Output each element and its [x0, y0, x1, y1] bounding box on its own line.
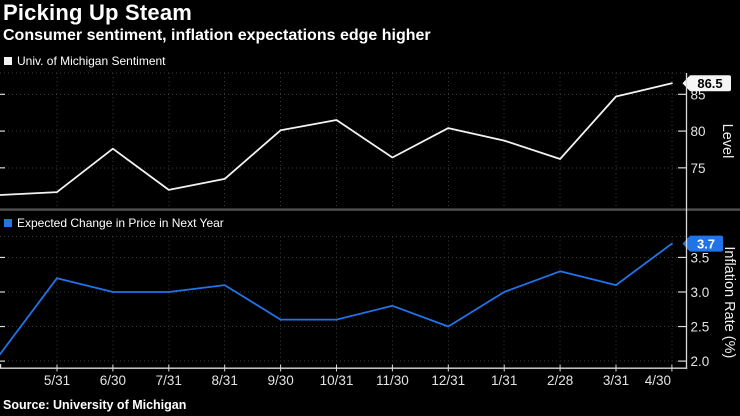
- legend-inflation: Expected Change in Price in Next Year: [4, 216, 224, 230]
- x-tick-label: 3/31: [603, 373, 629, 388]
- x-tick-label: 6/30: [100, 373, 126, 388]
- x-tick-label: 9/30: [267, 373, 293, 388]
- source-credit: Source: University of Michigan: [3, 398, 187, 412]
- sentiment-series-line: [0, 82, 673, 196]
- last-value-badge-inflation: [689, 235, 723, 252]
- x-tick-label: 12/31: [431, 373, 465, 388]
- last-value-badge-pointer: [682, 76, 689, 91]
- legend-swatch-sentiment-icon: [4, 57, 12, 65]
- last-value-badge-pointer: [682, 236, 689, 251]
- legend-label-inflation: Expected Change in Price in Next Year: [17, 216, 224, 230]
- axis-title-inflation: Inflation Rate (%): [721, 246, 737, 358]
- x-tick-label: 11/30: [376, 373, 409, 388]
- panel-divider: [0, 208, 740, 211]
- x-tick-label: 2/28: [547, 373, 573, 388]
- legend-sentiment: Univ. of Michigan Sentiment: [4, 54, 166, 68]
- last-value-badge-label: 3.7: [697, 237, 715, 252]
- y-tick-label: 75: [691, 161, 706, 176]
- y-tick-label: 80: [691, 124, 706, 139]
- x-tick-label: 4/30: [645, 373, 671, 388]
- chart-subtitle: Consumer sentiment, inflation expectatio…: [3, 27, 431, 44]
- last-value-badge-label: 86.5: [697, 76, 722, 91]
- axis-title-sentiment: Level: [719, 124, 735, 159]
- x-tick-label: 1/31: [491, 373, 517, 388]
- y-tick-label: 3.0: [691, 285, 710, 300]
- x-tick-label: 5/31: [44, 373, 70, 388]
- x-tick-label: 10/31: [320, 373, 354, 388]
- last-value-badge-sentiment: [689, 75, 731, 92]
- y-tick-label: 3.5: [691, 250, 710, 265]
- legend-swatch-inflation-icon: [4, 219, 12, 227]
- x-tick-label: 7/31: [156, 373, 182, 388]
- y-tick-label: 2.5: [691, 320, 710, 335]
- x-tick-label: 8/31: [212, 373, 238, 388]
- chart-title: Picking Up Steam: [3, 0, 193, 25]
- legend-label-sentiment: Univ. of Michigan Sentiment: [17, 54, 166, 68]
- y-tick-label: 2.0: [691, 354, 710, 369]
- inflation-series-line: [0, 242, 673, 356]
